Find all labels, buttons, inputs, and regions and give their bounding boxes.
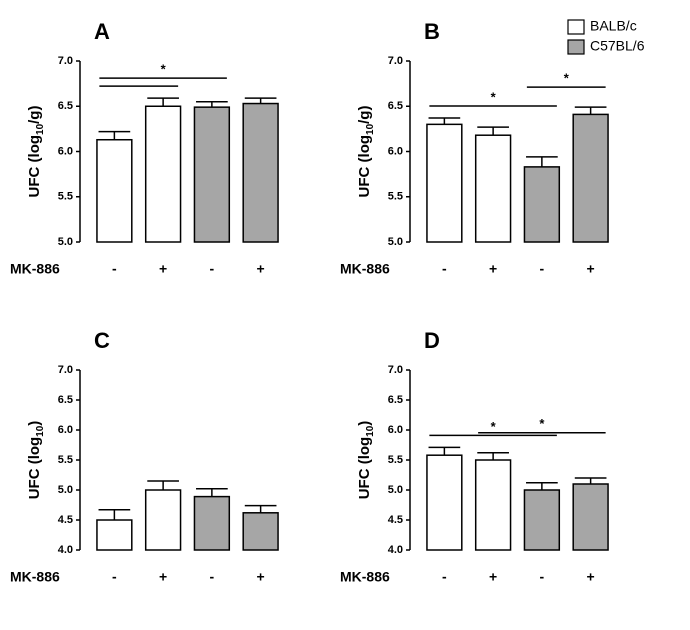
bar — [474, 134, 512, 243]
x-tick-label: - — [540, 569, 545, 585]
bar — [242, 102, 279, 243]
y-axis-label-part: /g) — [356, 106, 373, 124]
x-axis-label: MK-886 — [10, 569, 60, 585]
y-tick-label: 5.5 — [58, 454, 73, 466]
y-tick-label: 4.0 — [58, 544, 73, 556]
y-axis-label-part: 10 — [365, 425, 376, 437]
y-axis-label-part: UFC (log — [356, 437, 373, 499]
y-tick-label: 6.0 — [388, 145, 403, 157]
significance-label: * — [564, 71, 570, 86]
bar — [96, 519, 133, 551]
bar — [572, 483, 609, 551]
y-axis-label: UFC (log10/g) — [26, 106, 46, 198]
bar — [474, 459, 512, 551]
x-tick-label: - — [112, 569, 117, 585]
y-axis-label-part: ) — [356, 421, 373, 426]
y-tick-label: 6.0 — [388, 424, 403, 436]
x-tick-label: - — [442, 261, 447, 277]
y-axis-label-part: 10 — [35, 123, 46, 135]
x-tick-label: - — [442, 569, 447, 585]
y-tick-label: 6.5 — [388, 394, 403, 406]
y-axis-label-part: UFC (log — [26, 135, 43, 197]
y-tick-label: 5.0 — [388, 484, 403, 496]
y-axis-label-part: 10 — [35, 425, 46, 437]
bar — [426, 123, 463, 243]
y-tick-label: 6.0 — [58, 424, 73, 436]
y-axis-label-part: ) — [26, 421, 43, 426]
significance-label: * — [539, 416, 545, 431]
y-tick-label: 6.5 — [388, 100, 403, 112]
bar — [96, 138, 133, 243]
x-axis-label: MK-886 — [340, 261, 390, 277]
legend-label: C57BL/6 — [590, 38, 645, 54]
x-tick-label: + — [159, 261, 167, 277]
y-tick-label: 5.5 — [388, 191, 403, 203]
x-tick-label: + — [159, 569, 167, 585]
bar — [144, 105, 182, 243]
y-tick-label: 5.0 — [58, 236, 73, 248]
y-tick-label: 6.5 — [58, 394, 73, 406]
x-tick-label: + — [587, 569, 595, 585]
y-tick-label: 6.5 — [58, 100, 73, 112]
x-tick-label: + — [489, 261, 497, 277]
y-axis-label-part: UFC (log — [356, 135, 373, 197]
x-tick-label: + — [257, 569, 265, 585]
legend-label: BALB/c — [590, 18, 637, 34]
x-tick-label: + — [587, 261, 595, 277]
bar — [523, 166, 561, 243]
y-axis-label-part: UFC (log — [26, 437, 43, 499]
legend-swatch — [567, 19, 585, 35]
x-axis-label: MK-886 — [340, 569, 390, 585]
bar — [193, 495, 231, 551]
y-tick-label: 5.5 — [388, 454, 403, 466]
y-tick-label: 4.5 — [388, 514, 403, 526]
y-axis-label: UFC (log10/g) — [356, 106, 376, 198]
bar — [144, 489, 182, 551]
bar — [426, 454, 463, 551]
legend-swatch — [567, 39, 585, 55]
panel-title: A — [94, 19, 110, 44]
bar — [572, 113, 609, 243]
bar — [242, 512, 279, 551]
panel-title: B — [424, 19, 440, 44]
x-tick-label: - — [112, 261, 117, 277]
bar — [523, 489, 561, 551]
significance-label: * — [491, 89, 497, 104]
x-axis-label: MK-886 — [10, 261, 60, 277]
y-tick-label: 5.0 — [58, 484, 73, 496]
panel-title: C — [94, 328, 110, 353]
y-tick-label: 6.0 — [58, 145, 73, 157]
y-tick-label: 4.0 — [388, 544, 403, 556]
y-tick-label: 4.5 — [58, 514, 73, 526]
y-tick-label: 5.0 — [388, 236, 403, 248]
y-axis-label: UFC (log10) — [356, 421, 376, 500]
x-tick-label: + — [489, 569, 497, 585]
y-tick-label: 7.0 — [388, 55, 403, 67]
y-axis-label-part: 10 — [365, 123, 376, 135]
y-axis-label: UFC (log10) — [26, 421, 46, 500]
panel-title: D — [424, 328, 440, 353]
y-tick-label: 5.5 — [58, 191, 73, 203]
x-tick-label: - — [210, 261, 215, 277]
significance-label: * — [161, 62, 167, 77]
y-tick-label: 7.0 — [58, 55, 73, 67]
x-tick-label: - — [540, 261, 545, 277]
significance-label: * — [491, 419, 497, 434]
x-tick-label: - — [210, 569, 215, 585]
bar — [193, 106, 231, 243]
y-tick-label: 7.0 — [388, 364, 403, 376]
y-axis-label-part: /g) — [26, 106, 43, 124]
y-tick-label: 7.0 — [58, 364, 73, 376]
x-tick-label: + — [257, 261, 265, 277]
